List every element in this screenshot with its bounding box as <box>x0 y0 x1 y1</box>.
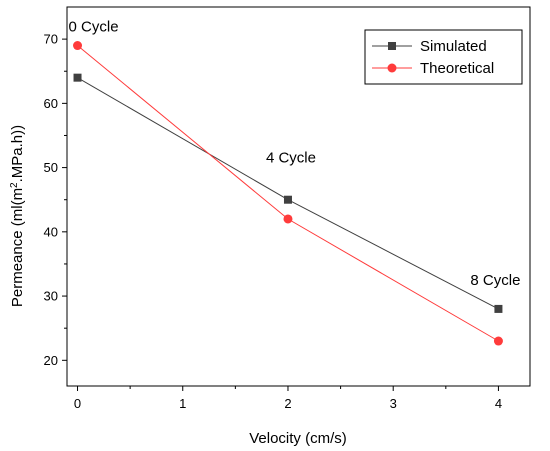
annotation-label: 4 Cycle <box>266 150 316 167</box>
x-tick-label: 1 <box>179 396 186 411</box>
y-tick-label: 40 <box>44 224 58 239</box>
legend-marker <box>388 42 396 50</box>
y-axis-title-prefix: Permeance (ml(m <box>9 188 26 307</box>
data-point-theoretical <box>493 336 503 346</box>
y-tick-label: 20 <box>44 353 58 368</box>
legend-marker <box>387 63 397 73</box>
x-tick-label: 3 <box>390 396 397 411</box>
legend-box <box>364 29 523 85</box>
data-point-simulated <box>494 304 503 313</box>
x-tick-label: 4 <box>495 396 502 411</box>
x-tick-label: 2 <box>284 396 291 411</box>
legend-label: Simulated <box>420 38 487 55</box>
annotation-label: 0 Cycle <box>69 19 119 36</box>
plot-frame <box>66 6 531 387</box>
x-tick-label: 0 <box>74 396 81 411</box>
data-point-simulated <box>73 73 82 82</box>
series-line-simulated <box>77 77 499 310</box>
y-tick-label: 50 <box>44 160 58 175</box>
data-point-theoretical <box>283 214 293 224</box>
y-tick-label: 60 <box>44 96 58 111</box>
legend-label: Theoretical <box>420 60 494 77</box>
y-tick-label: 30 <box>44 289 58 304</box>
y-axis-title: Permeance (ml(m2.MPa.h)) <box>9 125 27 307</box>
data-point-theoretical <box>73 41 83 51</box>
annotation-label: 8 Cycle <box>470 272 520 289</box>
x-axis-title: Velocity (cm/s) <box>249 430 347 447</box>
y-tick-label: 70 <box>44 32 58 47</box>
legend: Simulated Theoretical <box>364 29 523 85</box>
y-axis-title-superscript: 2 <box>9 182 20 188</box>
data-point-simulated <box>283 195 292 204</box>
y-axis-title-suffix: .MPa.h)) <box>9 125 26 183</box>
series-line-theoretical <box>77 45 499 342</box>
